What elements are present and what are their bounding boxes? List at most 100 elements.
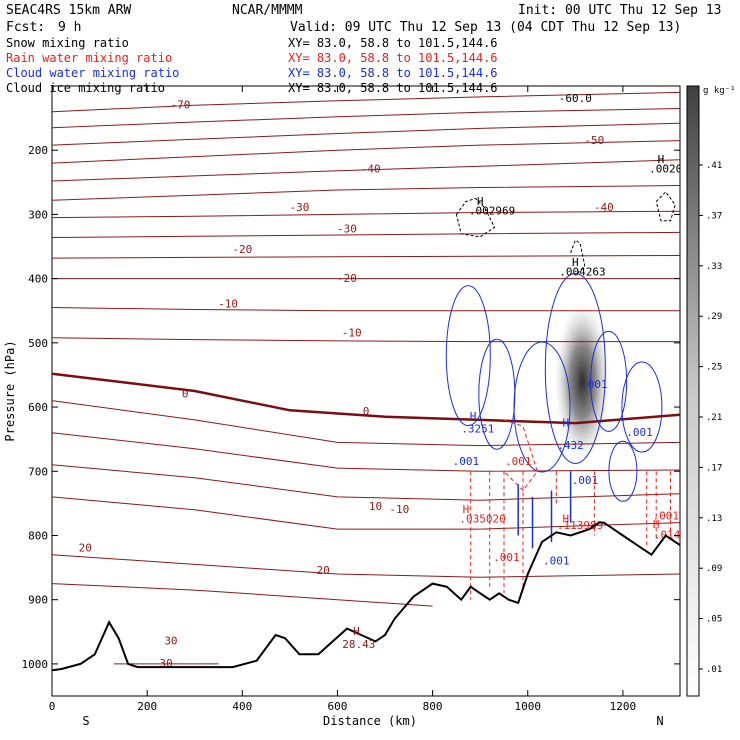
- temperature-contour: [52, 140, 680, 164]
- temperature-contour-label: -20: [337, 272, 357, 285]
- field-name-rain: Rain water mixing ratio: [6, 51, 172, 65]
- snow-label: H: [477, 195, 484, 208]
- y-tick-label: 200: [28, 144, 48, 157]
- colorbar-tick-label: .05: [706, 615, 722, 625]
- terrain-label: 28.43: [342, 638, 375, 651]
- rain-water-label: .001: [652, 509, 679, 522]
- colorbar-tick-label: .29: [706, 312, 722, 322]
- x-axis-title: Distance (km): [323, 714, 417, 728]
- snow-contour: [455, 197, 496, 238]
- temperature-contour: [52, 554, 680, 578]
- colorbar-tick-label: .09: [706, 564, 722, 574]
- y-tick-label: 600: [28, 401, 48, 414]
- field-xy-snow: XY= 83.0, 58.8 to 101.5,144.6: [288, 36, 498, 50]
- cloud-water-label: H: [563, 416, 570, 429]
- colorbar: [686, 85, 700, 697]
- fcst-value: 9 h: [58, 20, 81, 35]
- snow-label: H: [658, 153, 665, 166]
- cloud-water-contour: [445, 285, 491, 427]
- temperature-contour-label: -40: [361, 163, 381, 176]
- freezing-level-contour: [52, 372, 680, 425]
- terrain-label: H: [353, 625, 360, 638]
- y-tick-label: 300: [28, 208, 48, 221]
- cloud-water-contour: [590, 330, 628, 432]
- x-tick-label: 1000: [515, 700, 542, 713]
- cloud-water-label: .001: [453, 455, 480, 468]
- field-xy-cloud-ice: XY= 83.0, 58.8 to 101.5,144.6: [288, 81, 498, 95]
- x-tick-label: 600: [328, 700, 348, 713]
- init-time: Init: 00 UTC Thu 12 Sep 13: [518, 3, 722, 18]
- cloud-water-label: H: [470, 410, 477, 423]
- snow-label: -60.0: [559, 92, 592, 105]
- field-name-cloud-water: Cloud water mixing ratio: [6, 66, 179, 80]
- terrain-line: [52, 521, 680, 672]
- temperature-contour-label: 0: [182, 387, 189, 400]
- model-title: SEAC4RS 15km ARW: [6, 3, 131, 18]
- temperature-contour-label: -10: [342, 326, 362, 339]
- x-tick-label: 200: [137, 700, 157, 713]
- temperature-contour: [52, 231, 680, 238]
- x-tick-label: 0: [49, 700, 56, 713]
- y-tick-label: 500: [28, 337, 48, 350]
- cloud-water-contour: [621, 361, 663, 453]
- temperature-contour: [52, 496, 680, 530]
- temperature-contour-label: 20: [317, 564, 330, 577]
- cloud-water-contour: [513, 341, 571, 473]
- temperature-contour: [52, 91, 680, 113]
- colorbar-tick-label: .21: [706, 413, 722, 423]
- rain-water-label: H: [463, 503, 470, 516]
- cloud-water-label: .3251: [461, 423, 494, 436]
- snow-contour: [655, 191, 676, 222]
- x-tick-label: 1200: [610, 700, 637, 713]
- snow-label: .004263: [559, 265, 605, 278]
- colorbar-unit: g kg⁻¹: [703, 86, 736, 96]
- temperature-contour: [52, 185, 680, 201]
- field-name-snow: Snow mixing ratio: [6, 36, 129, 50]
- y-tick-label: 400: [28, 273, 48, 286]
- fcst-label: Fcst:: [6, 20, 45, 35]
- temperature-contour-label: -30: [289, 201, 309, 214]
- temperature-contour-label: 30: [164, 635, 177, 648]
- temperature-contour-label: 30: [160, 657, 173, 670]
- x-axis-end-left: S: [82, 714, 89, 728]
- cloud-water-label: .001: [572, 474, 599, 487]
- cloud-water-label: .001: [543, 554, 570, 567]
- temperature-contour-label: -50: [584, 134, 604, 147]
- field-name-cloud-ice: Cloud ice mixing ratio: [6, 81, 165, 95]
- colorbar-tick-label: .37: [706, 211, 722, 221]
- temperature-contour: [52, 255, 680, 259]
- cloud-water-label: .001: [626, 426, 653, 439]
- valid-time: Valid: 09 UTC Thu 12 Sep 13 (04 CDT Thu …: [290, 20, 681, 35]
- temperature-contour: [52, 159, 680, 182]
- temperature-contour-label: 0: [363, 405, 370, 418]
- x-axis-end-right: N: [656, 714, 663, 728]
- colorbar-tick-label: .25: [706, 363, 722, 373]
- colorbar-tick-label: .33: [706, 262, 722, 272]
- field-xy-rain: XY= 83.0, 58.8 to 101.5,144.6: [288, 51, 498, 65]
- temperature-contour-label: -10: [389, 503, 409, 516]
- rain-water-contour: [503, 419, 538, 492]
- y-tick-label: 800: [28, 529, 48, 542]
- temperature-contour-label: -10: [218, 298, 238, 311]
- field-xy-cloud-water: XY= 83.0, 58.8 to 101.5,144.6: [288, 66, 498, 80]
- temperature-contour: [52, 583, 433, 607]
- colorbar-tick-label: .17: [706, 463, 722, 473]
- temperature-contour-label: -70: [171, 98, 191, 111]
- colorbar-ticks: .01 .05 .09 .13 .17 .21 .25 .29 .33 .37 .41: [699, 161, 722, 675]
- y-tick-label: 900: [28, 594, 48, 607]
- cloud-water-label: .001: [581, 378, 608, 391]
- temperature-contour: [52, 464, 680, 501]
- cloud-water-contour: [544, 273, 606, 465]
- snow-label: H: [572, 256, 579, 269]
- temperature-contour: [52, 122, 680, 146]
- rain-water-label: .035020: [459, 513, 505, 526]
- y-axis-title: Pressure (hPa): [3, 340, 17, 441]
- temperature-contour-label: -20: [232, 243, 252, 256]
- field-list: Snow mixing ratio XY= 83.0, 58.8 to 101.…: [6, 36, 498, 95]
- temperature-contour-label: -30: [337, 222, 357, 235]
- temperature-contour-label: 20: [79, 542, 92, 555]
- colorbar-tick-label: .13: [706, 514, 722, 524]
- cloud-water-label: .432: [557, 439, 584, 452]
